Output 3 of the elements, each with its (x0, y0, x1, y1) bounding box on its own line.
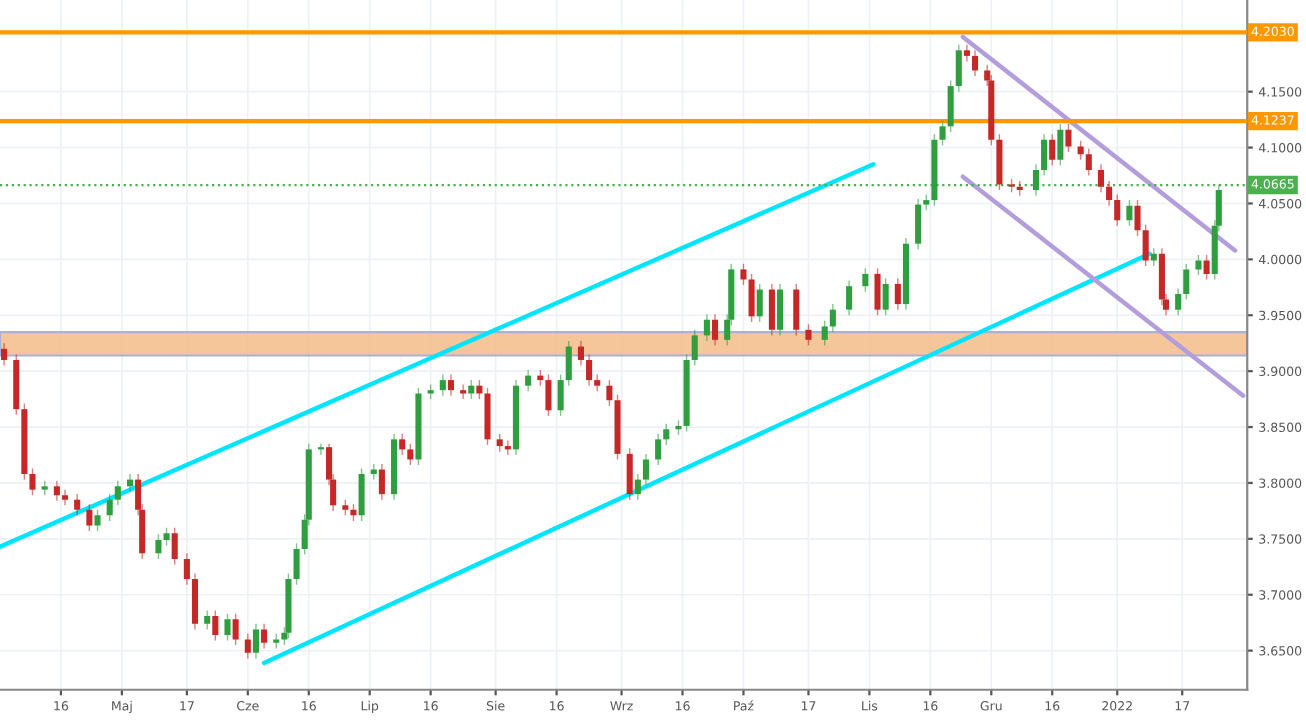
candlestick (504, 439, 511, 456)
candlestick (61, 488, 69, 506)
candlestick (460, 383, 467, 400)
